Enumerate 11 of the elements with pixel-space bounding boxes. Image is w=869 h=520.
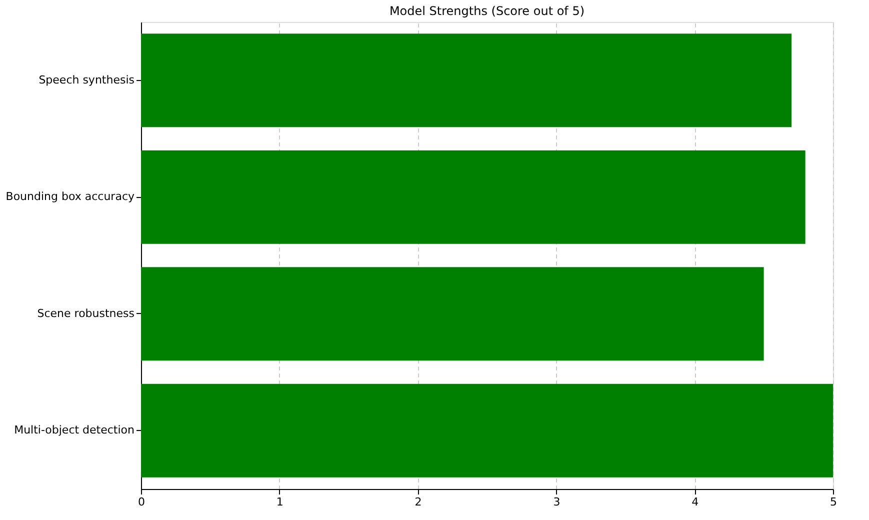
x-tick-label: 4 — [692, 496, 699, 508]
y-tick-label: Speech synthesis — [38, 73, 135, 86]
x-tick-label: 5 — [830, 496, 837, 508]
y-tick-label: Multi-object detection — [14, 424, 135, 437]
y-tick-label: Bounding box accuracy — [6, 190, 135, 204]
x-tick-label: 3 — [553, 496, 560, 508]
x-tick-label: 2 — [414, 496, 422, 508]
x-tick-label: 0 — [138, 496, 145, 508]
y-tick-label: Scene robustness — [37, 306, 135, 320]
chart-title: Model Strengths (Score out of 5) — [389, 4, 585, 18]
x-tick-label: 1 — [276, 496, 284, 508]
